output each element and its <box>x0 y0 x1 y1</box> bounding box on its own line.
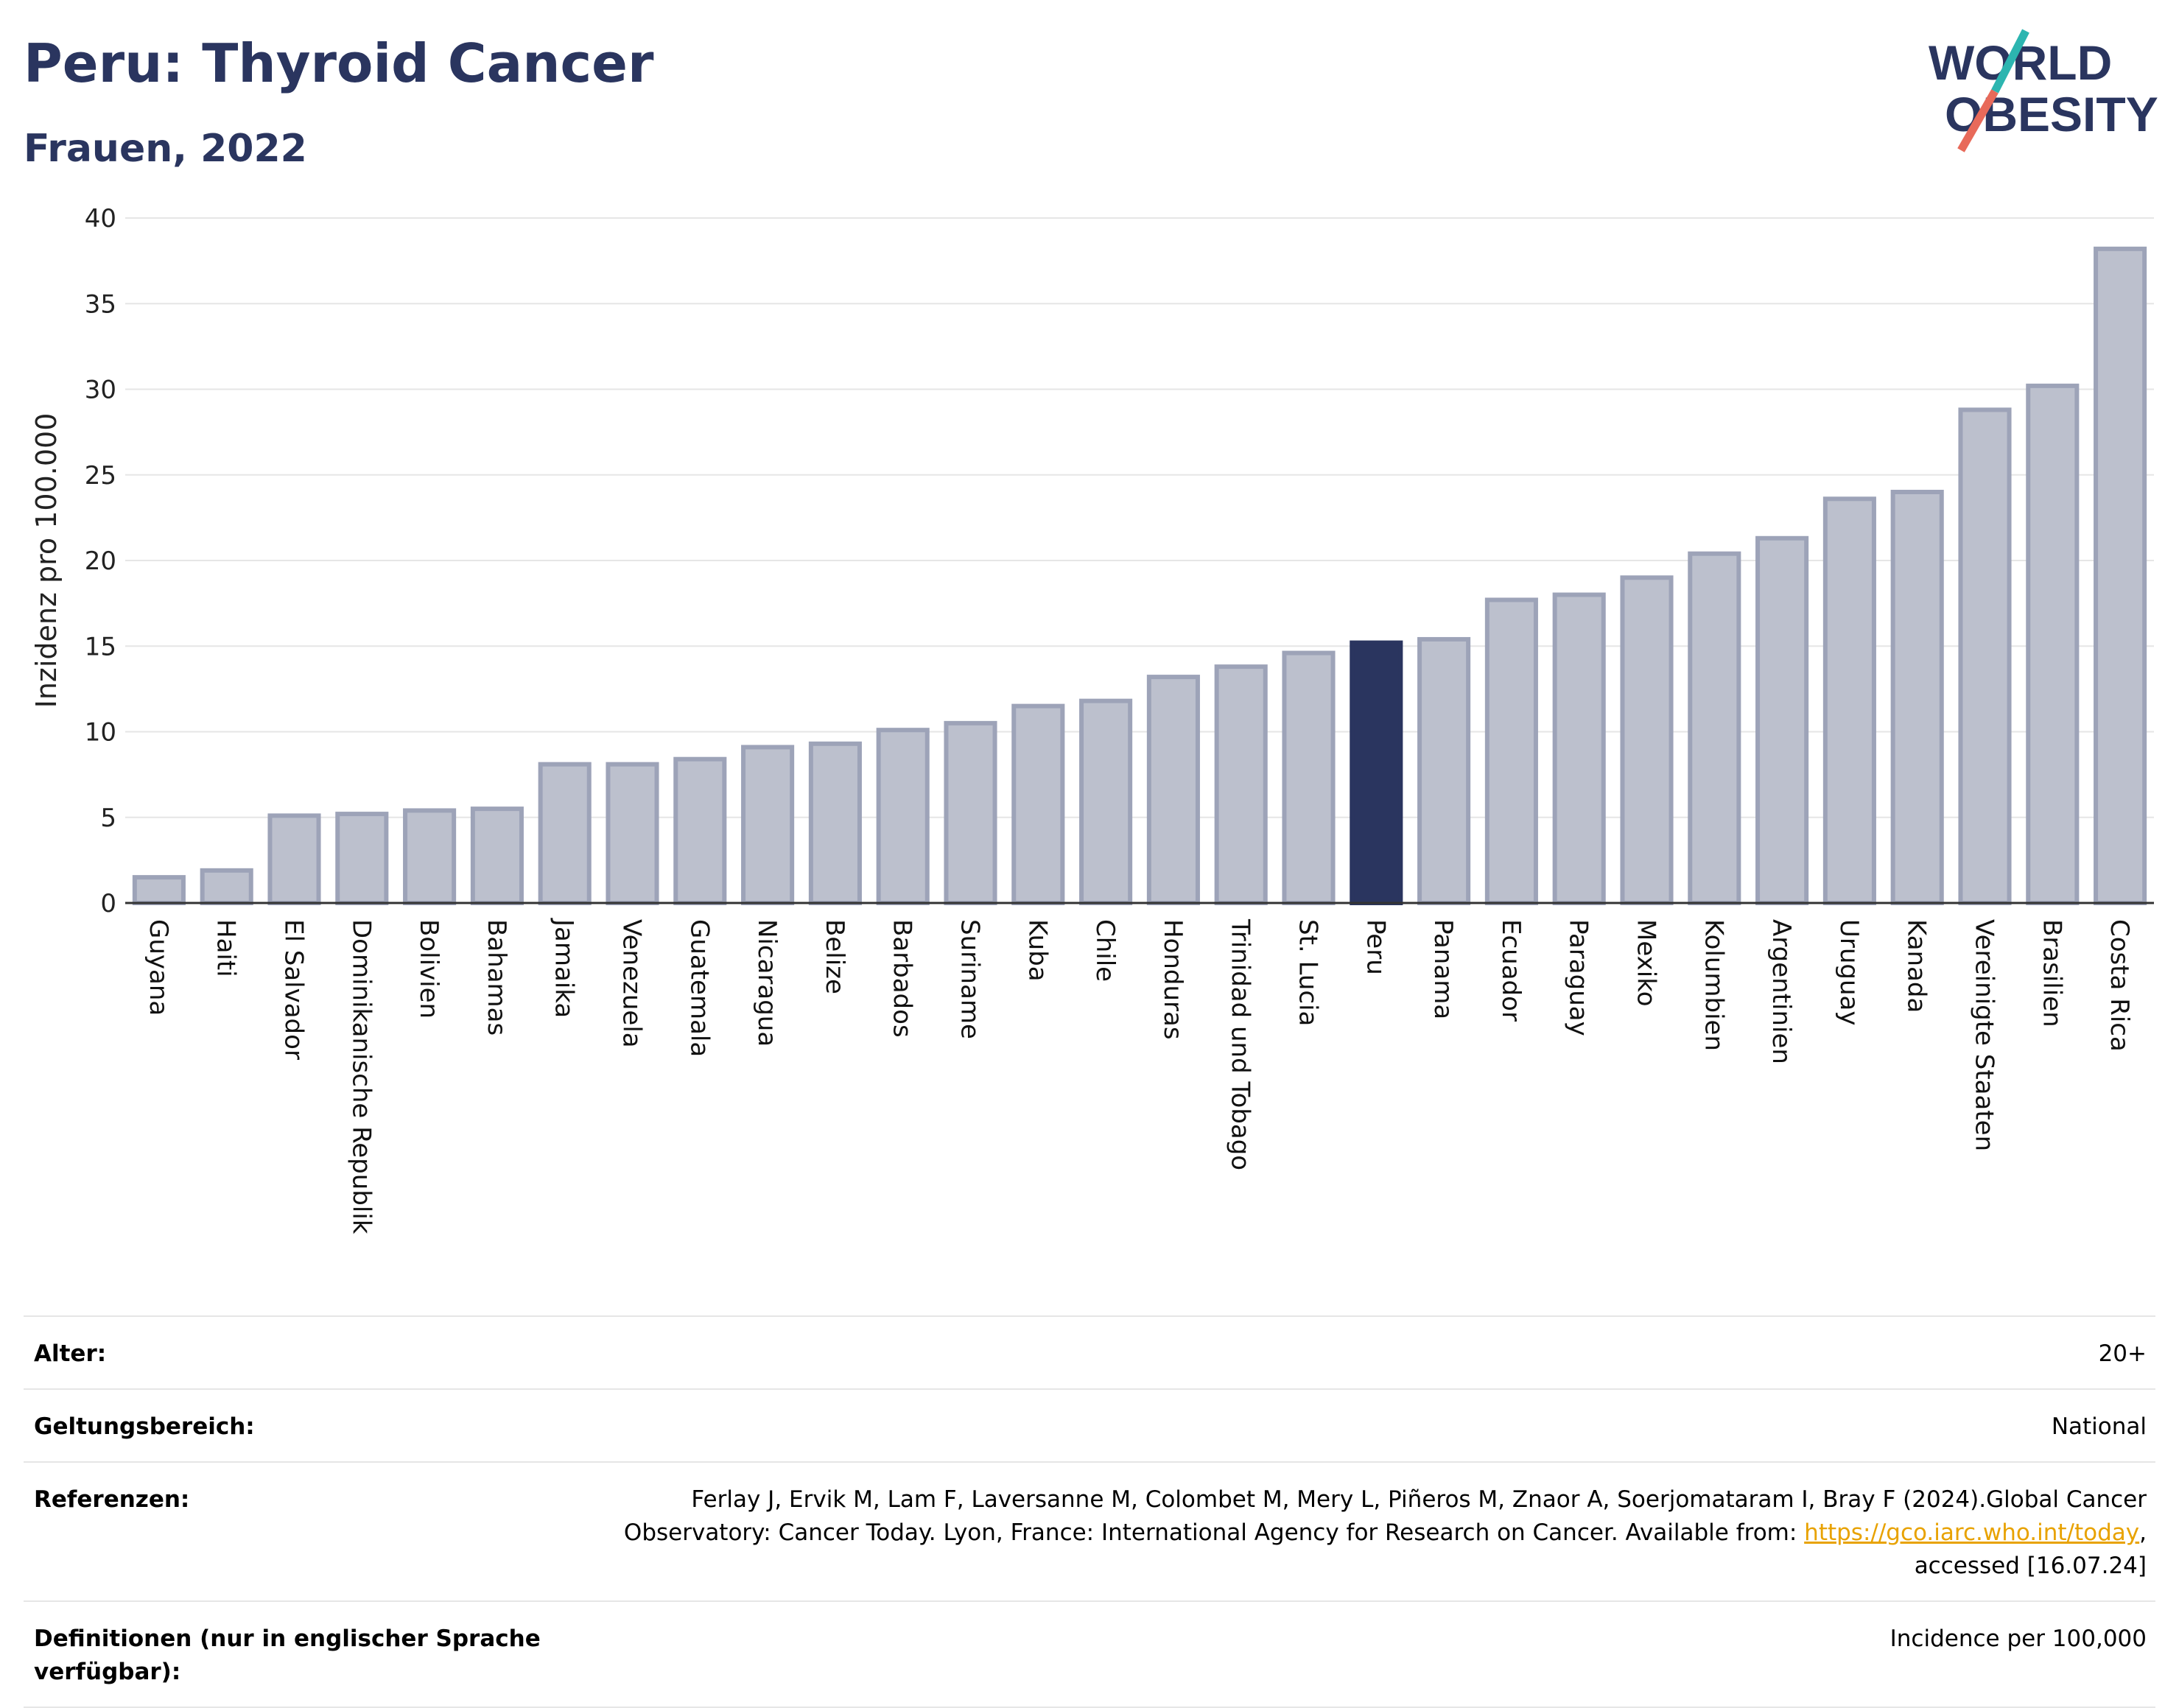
y-tick-label: 30 <box>85 376 116 405</box>
x-tick-label: Kuba <box>1022 919 1052 982</box>
bar <box>1890 490 1944 905</box>
x-tick-label: Kolumbien <box>1699 919 1728 1051</box>
y-axis-title: Inzidenz pro 100.000 <box>30 413 63 709</box>
bar <box>132 875 186 905</box>
x-tick-label: Peru <box>1361 919 1390 975</box>
meta-label-age: Alter: <box>34 1340 107 1367</box>
x-tick-label: Trinidad und Tobago <box>1226 918 1255 1170</box>
x-tick-label: Argentinien <box>1766 919 1796 1064</box>
x-tick-label: Brasilien <box>2037 919 2066 1027</box>
x-tick-label: Ecuador <box>1496 919 1526 1022</box>
bar <box>1282 650 1336 905</box>
x-tick-label: Venezuela <box>617 919 647 1048</box>
bar <box>808 741 862 906</box>
x-tick-label: Barbados <box>888 919 917 1038</box>
x-tick-label: Guatemala <box>684 919 714 1057</box>
reference-line-2-end: , <box>2139 1519 2147 1546</box>
x-tick-label: Nicaragua <box>752 919 782 1047</box>
bar <box>2094 246 2147 906</box>
bar <box>335 812 389 905</box>
chart-title: Peru: Thyroid Cancer <box>24 32 654 94</box>
x-tick-label: Mexiko <box>1632 919 1661 1007</box>
meta-row-scope: Geltungsbereich: National <box>24 1388 2155 1461</box>
y-tick-label: 5 <box>100 804 116 833</box>
x-tick-label: Guyana <box>144 919 173 1016</box>
y-tick-label: 10 <box>85 718 116 748</box>
x-tick-label: Bolivien <box>414 919 443 1019</box>
meta-label-references: Referenzen: <box>34 1486 190 1513</box>
x-tick-label: Costa Rica <box>2105 919 2134 1052</box>
bar <box>606 762 659 906</box>
x-tick-label: Honduras <box>1158 919 1187 1040</box>
meta-value-definitions: Incidence per 100,000 <box>1889 1625 2147 1652</box>
x-tick-label: Dominikanische Republik <box>346 919 376 1234</box>
meta-value-age: 20+ <box>2098 1340 2147 1367</box>
bar <box>1146 675 1200 905</box>
y-tick-label: 0 <box>100 889 116 918</box>
y-tick-label: 15 <box>85 632 116 661</box>
logo-slash-top <box>1991 29 2029 94</box>
bar-chart: 0 5 10 15 20 25 30 35 40 Inzidenz pro 100.000 Guya… <box>30 204 2154 1234</box>
bar <box>1214 664 1268 906</box>
bar <box>1417 636 1471 905</box>
x-tick-label: St. Lucia <box>1294 919 1323 1026</box>
bar <box>403 808 457 905</box>
y-tick-label: 35 <box>85 289 116 319</box>
y-tick-label: 40 <box>85 204 116 233</box>
bar <box>1011 703 1065 905</box>
bar <box>673 756 727 905</box>
x-tick-label: Haiti <box>211 919 241 977</box>
bar <box>200 868 253 905</box>
bar <box>1822 496 1876 905</box>
bar <box>2026 383 2080 905</box>
reference-line-1: Ferlay J, Ervik M, Lam F, Laversanne M, … <box>691 1486 2147 1513</box>
meta-label-definitions: Definitionen (nur in englischer Sprache … <box>34 1625 541 1685</box>
bar <box>1958 407 2012 905</box>
x-tick-label: Paraguay <box>1564 919 1593 1036</box>
x-tick-label: Vereinigte Staaten <box>1970 919 1999 1151</box>
meta-label-scope: Geltungsbereich: <box>34 1413 255 1440</box>
bar <box>1620 575 1674 905</box>
bar <box>741 745 795 905</box>
bar <box>267 813 321 906</box>
x-tick-label: Chile <box>1090 919 1120 982</box>
chart-subtitle: Frauen, 2022 <box>24 127 307 171</box>
reference-line-2: Observatory: Cancer Today. Lyon, France:… <box>550 1517 2147 1550</box>
meta-value-references: Ferlay J, Ervik M, Lam F, Laversanne M, … <box>550 1483 2147 1583</box>
bar <box>1755 535 1809 906</box>
y-tick-label: 20 <box>85 547 116 576</box>
bar <box>470 806 524 905</box>
reference-line-3: accessed [16.07.24] <box>1914 1552 2147 1579</box>
reference-line-2-text: Observatory: Cancer Today. Lyon, France:… <box>623 1519 1805 1546</box>
meta-value-scope: National <box>2051 1413 2147 1440</box>
meta-row-references: Referenzen: Ferlay J, Ervik M, Lam F, La… <box>24 1461 2155 1600</box>
bar <box>1688 551 1741 905</box>
bar <box>1350 640 1403 905</box>
x-tick-label: Uruguay <box>1834 919 1864 1026</box>
x-tick-label: Kanada <box>1902 919 1931 1013</box>
x-tick-label: Jamaika <box>550 918 579 1018</box>
x-tick-label: Suriname <box>955 919 985 1039</box>
reference-link[interactable]: https://gco.iarc.who.int/today <box>1804 1519 2140 1546</box>
bar <box>538 762 592 906</box>
x-tick-label: Bahamas <box>482 919 511 1036</box>
x-tick-label: Panama <box>1428 919 1458 1019</box>
world-obesity-logo: WORLD OBESITY <box>1929 29 2158 152</box>
metadata-table: Alter: 20+ Geltungsbereich: National Ref… <box>24 1315 2155 1708</box>
bar <box>1484 597 1538 905</box>
bar <box>944 720 997 905</box>
x-tick-label: El Salvador <box>279 919 309 1060</box>
x-tick-label: Belize <box>820 919 849 994</box>
bar <box>1552 592 1606 905</box>
bar <box>1079 698 1133 906</box>
y-tick-label: 25 <box>85 461 116 491</box>
meta-row-age: Alter: 20+ <box>24 1315 2155 1388</box>
logo-slash-bottom <box>1957 89 1999 152</box>
bar <box>876 728 930 905</box>
